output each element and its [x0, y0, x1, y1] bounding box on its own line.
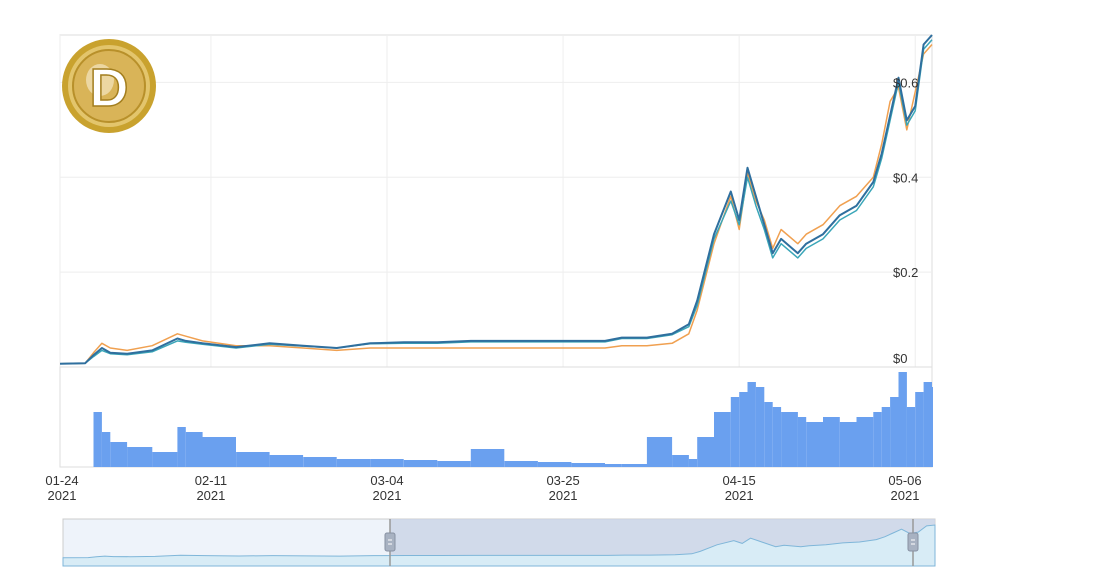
volume-bar [772, 407, 782, 467]
x-tick-label: 03-04 [370, 473, 403, 488]
navigator-series-line [62, 524, 936, 567]
volume-bar [403, 460, 438, 467]
x-tick-year: 2021 [725, 488, 754, 503]
volume-bar [856, 417, 874, 467]
volume-bar [177, 427, 186, 467]
volume-bar [470, 449, 505, 467]
navigator-right-handle[interactable] [907, 519, 919, 566]
volume-bar [739, 392, 748, 467]
volume-bar [923, 382, 932, 467]
x-tick-label: 01-24 [45, 473, 78, 488]
x-tick-year: 2021 [196, 488, 225, 503]
navigator-handle-grip[interactable] [907, 532, 919, 552]
volume-bar [764, 402, 773, 467]
volume-bar [688, 459, 698, 467]
x-tick-label: 03-25 [546, 473, 579, 488]
volume-bar [747, 382, 756, 467]
volume-bar [672, 455, 689, 467]
volume-bar [621, 464, 647, 467]
x-tick-label: 04-15 [723, 473, 756, 488]
x-tick-year: 2021 [48, 488, 77, 503]
volume-bar [932, 387, 933, 467]
volume-bars-group [93, 372, 933, 467]
volume-bar [537, 462, 572, 467]
volume-bar [504, 461, 538, 467]
volume-bar [236, 452, 270, 467]
series-line-secondary [59, 44, 933, 365]
volume-bar [93, 412, 102, 467]
volume-bar [714, 412, 731, 467]
volume-bar [906, 407, 916, 467]
x-tick-year: 2021 [549, 488, 578, 503]
volume-bar [915, 392, 924, 467]
volume-bar [303, 457, 337, 467]
x-tick-year: 2021 [891, 488, 920, 503]
volume-bar [898, 372, 907, 467]
y-tick-label: $0.4 [893, 170, 918, 185]
volume-bar [697, 437, 714, 467]
volume-bar [646, 437, 673, 467]
volume-bar [873, 412, 882, 467]
volume-bar [797, 417, 807, 467]
volume-bar [110, 442, 128, 467]
volume-bar [202, 437, 236, 467]
volume-bar [571, 463, 605, 467]
volume-bar [152, 452, 178, 467]
x-tick-label: 02-11 [195, 473, 227, 488]
volume-bar [336, 459, 371, 467]
x-tick-year: 2021 [373, 488, 402, 503]
volume-bar [437, 461, 471, 467]
dogecoin-logo-icon: D [62, 39, 156, 133]
volume-bar [823, 417, 840, 467]
volume-bar [370, 459, 404, 467]
navigator-handle-grip[interactable] [384, 532, 396, 552]
x-axis-tick-labels: 01-24202102-11202103-04202103-25202104-1… [45, 473, 921, 503]
volume-bar [781, 412, 798, 467]
y-tick-label: $0 [893, 351, 907, 366]
y-axis-tick-labels: $0 $0.2 $0.4 $0.6 [893, 75, 918, 366]
price-plot-area [59, 34, 933, 368]
y-tick-label: $0.2 [893, 265, 918, 280]
price-series-group [59, 34, 933, 365]
volume-bar [839, 422, 857, 467]
series-line-primary [59, 34, 933, 365]
volume-bar [755, 387, 765, 467]
x-tick-label: 05-06 [888, 473, 921, 488]
volume-bar [605, 464, 622, 467]
volume-bar [806, 422, 823, 467]
volume-bar [269, 455, 304, 467]
range-navigator[interactable] [62, 518, 936, 567]
volume-bar [890, 397, 899, 467]
volume-bar [730, 397, 740, 467]
logo-letter: D [90, 58, 129, 118]
navigator-left-handle[interactable] [384, 519, 396, 566]
y-tick-label: $0.6 [893, 75, 918, 90]
volume-bar [881, 407, 891, 467]
volume-bar [127, 447, 153, 467]
volume-bar [101, 432, 111, 467]
volume-bar [185, 432, 203, 467]
